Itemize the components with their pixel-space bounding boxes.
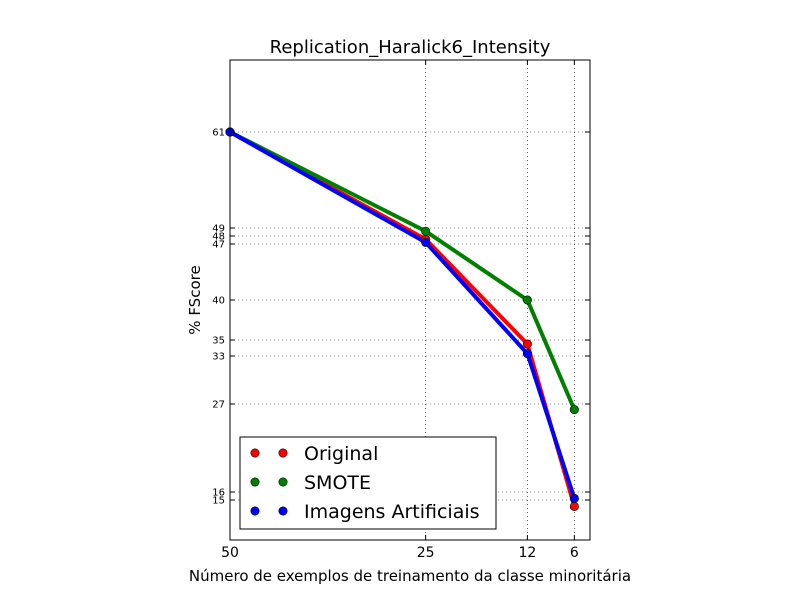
y-tick-label: 15 bbox=[212, 496, 225, 507]
y-tick-label: 49 bbox=[212, 224, 225, 235]
x-tick-label: 12 bbox=[518, 545, 536, 561]
y-tick-label: 47 bbox=[212, 240, 225, 251]
legend-marker bbox=[250, 477, 260, 487]
legend-marker bbox=[278, 448, 288, 458]
legend-marker bbox=[250, 506, 260, 516]
data-point bbox=[421, 226, 431, 236]
data-point bbox=[522, 295, 532, 305]
legend-label: Original bbox=[304, 443, 378, 465]
data-point bbox=[421, 237, 431, 247]
data-point bbox=[569, 493, 579, 503]
y-tick-label: 61 bbox=[212, 128, 225, 139]
data-point bbox=[522, 339, 532, 349]
x-tick-label: 6 bbox=[570, 545, 579, 561]
y-tick-label: 40 bbox=[212, 296, 225, 307]
legend-marker bbox=[278, 477, 288, 487]
data-point bbox=[522, 349, 532, 359]
legend-marker bbox=[278, 506, 288, 516]
x-axis-label: Número de exemplos de treinamento da cla… bbox=[189, 567, 631, 585]
y-tick-label: 16 bbox=[212, 488, 225, 499]
series-line bbox=[229, 130, 577, 411]
y-tick-label: 33 bbox=[212, 352, 225, 363]
x-tick-label: 25 bbox=[417, 545, 435, 561]
legend-marker bbox=[250, 448, 260, 458]
legend: Original SMOTE Imagens Artificiais bbox=[239, 436, 497, 530]
legend-label: SMOTE bbox=[304, 472, 371, 494]
data-point bbox=[569, 405, 579, 415]
y-axis-label: % FScore bbox=[186, 265, 204, 334]
series-layer bbox=[225, 127, 579, 511]
chart-title: Replication_Haralick6_Intensity bbox=[270, 37, 551, 58]
y-tick-label: 35 bbox=[212, 336, 225, 347]
x-tick-label: 50 bbox=[221, 545, 239, 561]
series-line bbox=[229, 130, 577, 500]
y-tick-label: 27 bbox=[212, 400, 225, 411]
y-tick-label: 48 bbox=[212, 232, 225, 243]
data-point bbox=[569, 501, 579, 511]
legend-label: Imagens Artificiais bbox=[304, 501, 480, 523]
